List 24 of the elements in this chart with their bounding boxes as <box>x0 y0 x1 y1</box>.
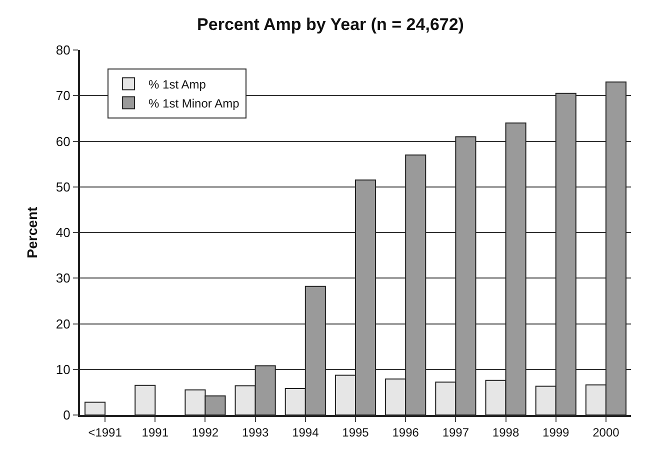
x-tick-label: 1997 <box>442 425 470 440</box>
legend-label: % 1st Minor Amp <box>148 96 240 110</box>
x-tick-label: 1993 <box>242 425 269 440</box>
y-tick-label: 60 <box>56 134 70 149</box>
x-tick-label: 1991 <box>142 425 169 440</box>
chart-title: Percent Amp by Year (n = 24,672) <box>197 14 464 34</box>
x-tick-label: 2000 <box>592 425 620 440</box>
y-tick-label: 70 <box>56 88 70 104</box>
y-tick-label: 80 <box>56 42 70 58</box>
x-tick-label: 1999 <box>542 425 570 440</box>
y-tick-label: 20 <box>56 316 70 332</box>
y-axis-title: Percent <box>24 206 40 258</box>
x-tick-label: 1994 <box>292 425 320 440</box>
x-tick-label: 1996 <box>392 425 420 440</box>
x-tick-label: <1991 <box>88 425 122 440</box>
legend-label: % 1st Amp <box>148 77 206 92</box>
y-tick-label: 10 <box>56 362 70 377</box>
y-tick-label: 30 <box>56 270 70 286</box>
x-tick-label: 1992 <box>192 425 219 440</box>
y-tick-label: 50 <box>56 179 70 194</box>
y-tick-label: 0 <box>63 408 70 423</box>
x-tick-label: 1995 <box>342 425 370 440</box>
y-tick-label: 40 <box>56 225 70 240</box>
x-tick-label: 1998 <box>492 425 520 440</box>
